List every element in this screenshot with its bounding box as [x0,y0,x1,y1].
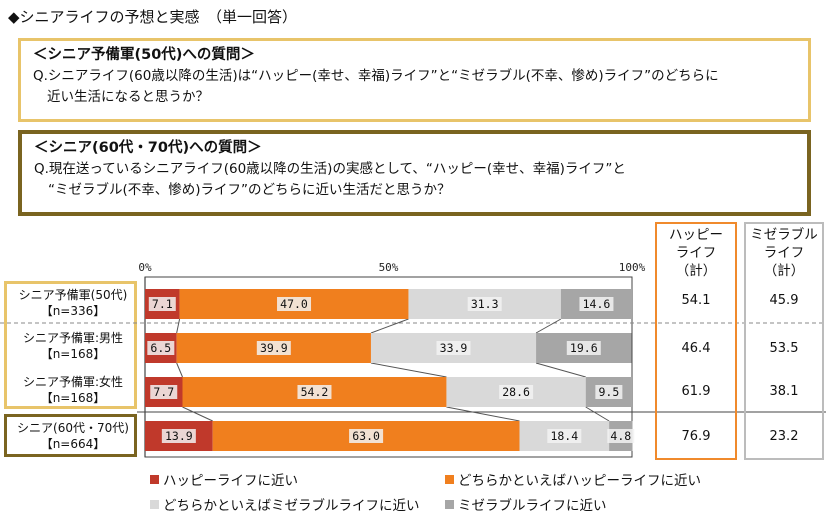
data-label-bg [499,385,534,399]
row-label: シニア予備軍:女性 【n=168】 [22,375,124,405]
miserable-total-header: ミゼラブル ライフ （計） [750,227,818,279]
question-box-pre-senior: ＜シニア予備軍(50代)への質問＞ Q.シニアライフ(60歳以降の生活)は“ハッ… [18,38,811,122]
data-label: 7.7 [153,385,174,399]
data-label-bg [607,429,635,443]
data-label-bg [595,385,623,399]
page-title: ◆シニアライフの予想と実感 （単一回答） [8,8,298,26]
data-label-bg [547,429,582,443]
miserable-total-value: 23.2 [769,429,799,444]
row-label: シニア予備軍:男性 【n=168】 [22,331,124,361]
legend-swatch [445,474,454,484]
connector-line [370,318,409,334]
data-label: 9.5 [598,385,619,399]
happy-total-value: 61.9 [681,384,711,399]
data-label: 7.1 [152,297,173,311]
data-label: 63.0 [352,429,380,443]
legend-item: どちらかといえばミゼラブルライフに近い [150,494,420,514]
question-heading: ＜シニア予備軍(50代)への質問＞ [33,47,255,63]
connector-line [585,406,610,422]
miserable-total-value: 38.1 [769,384,799,399]
question-text-line: 近い生活になると思うか？ [47,89,209,105]
question-text-line: “ミゼラブル(不幸、惨め)ライフ”のどちらに近い生活だと思うか？ [48,182,451,198]
miserable-total-value: 53.5 [769,341,799,356]
miserable-total-value: 45.9 [769,293,799,308]
data-label-bg [150,385,178,399]
data-label: 19.6 [570,341,598,355]
happy-total-column [655,222,737,460]
row-group-pre-senior [4,281,137,409]
tick-label: 50% [379,261,399,274]
data-label: 33.9 [440,341,468,355]
question-text-line: Q.シニアライフ(60歳以降の生活)は“ハッピー(幸せ、幸福)ライフ”と“ミゼラ… [33,68,719,84]
data-label: 47.0 [280,297,308,311]
legend-item: ハッピーライフに近い [150,469,298,489]
connector-line [535,318,562,334]
happy-total-header: ハッピー ライフ （計） [669,227,723,279]
happy-total-value: 46.4 [681,341,711,356]
row-group-senior [4,414,137,457]
connector-line [370,362,447,378]
row-label: シニア予備軍(50代) 【n=336】 [18,288,128,318]
connector-line [182,406,213,422]
connector-line [446,406,520,422]
data-label-bg [349,429,384,443]
data-label-bg [148,297,176,311]
question-text-line: Q.現在送っているシニアライフ(60歳以降の生活)の実感として、“ハッピー(幸せ… [34,161,626,177]
data-label-bg [147,341,175,355]
data-label-bg [436,341,471,355]
connector-line [176,318,181,334]
data-label-bg [579,297,614,311]
data-label: 4.8 [610,429,631,443]
data-label: 18.4 [550,429,578,443]
happy-total-value: 54.1 [681,293,711,308]
data-label-bg [256,341,291,355]
data-label-bg [277,297,312,311]
legend-swatch [445,499,454,509]
data-label: 28.6 [502,385,530,399]
data-label: 13.9 [165,429,193,443]
tick-label: 100% [619,261,646,274]
miserable-total-column [744,222,824,460]
data-label: 54.2 [301,385,329,399]
legend-swatch [150,474,159,484]
data-label-bg [467,297,502,311]
data-label: 6.5 [150,341,171,355]
legend-item: どちらかといえばハッピーライフに近い [445,469,701,489]
happy-total-value: 76.9 [681,429,711,444]
legend-swatch [150,499,159,509]
tick-label: 0% [138,261,152,274]
question-box-senior: ＜シニア(60代・70代)への質問＞ Q.現在送っているシニアライフ(60歳以降… [18,130,811,216]
data-label-bg [566,341,601,355]
row-label: シニア(60代・70代) 【n=664】 [17,421,129,451]
question-heading: ＜シニア(60代・70代)への質問＞ [34,140,262,156]
connector-line [176,362,183,378]
data-label: 39.9 [260,341,288,355]
data-label-bg [161,429,196,443]
data-label-bg [297,385,332,399]
connector-line [535,362,586,378]
legend-item: ミゼラブルライフに近い [445,494,607,514]
data-label: 31.3 [471,297,499,311]
data-label: 14.6 [583,297,611,311]
